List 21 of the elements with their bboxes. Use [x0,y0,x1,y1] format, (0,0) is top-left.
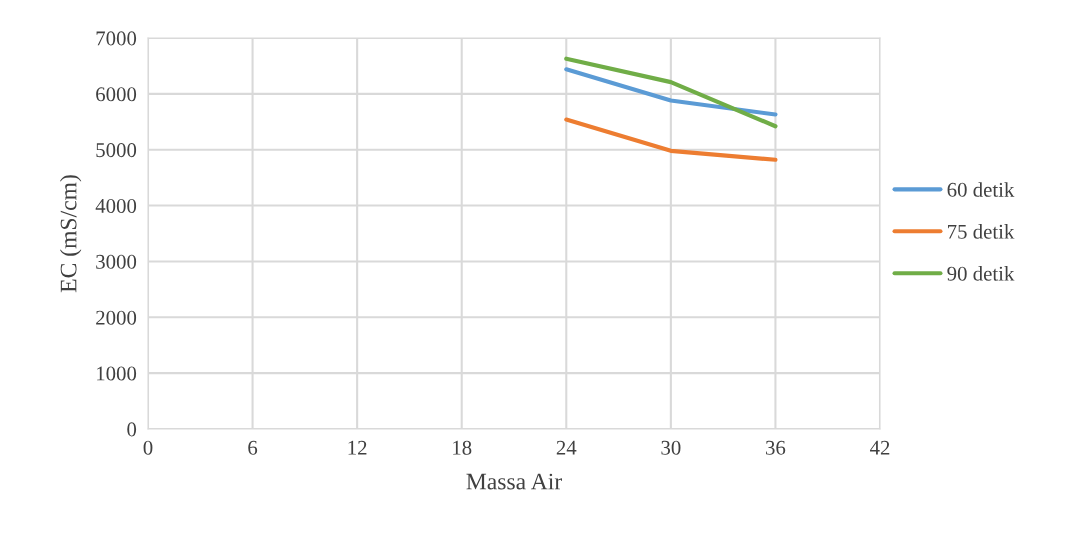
y-axis-title: EC (mS/cm) [59,175,82,293]
x-tick-label: 12 [348,440,367,455]
y-tick-label: 7000 [96,31,137,46]
y-tick-label: 1000 [97,366,137,381]
x-tick-label: 18 [453,440,472,455]
x-tick-label: 24 [556,440,577,455]
y-tick-label: 5000 [96,143,137,158]
y-tick-label: 4000 [95,198,137,213]
x-tick-label: 42 [869,440,890,455]
x-tick-label: 36 [766,440,786,455]
x-tick-label: 6 [248,440,258,455]
legend-label: 60 detik [947,182,1015,197]
y-tick-label: 2000 [96,310,137,325]
legend-label: 90 detik [947,266,1015,281]
legend-label: 75 detik [948,224,1015,239]
x-axis-title: Massa Air [466,473,562,490]
y-tick-label: 0 [127,422,137,437]
y-tick-label: 6000 [96,87,137,102]
x-tick-label: 30 [661,440,681,455]
y-tick-label: 3000 [96,254,137,269]
x-tick-label: 0 [143,440,153,455]
